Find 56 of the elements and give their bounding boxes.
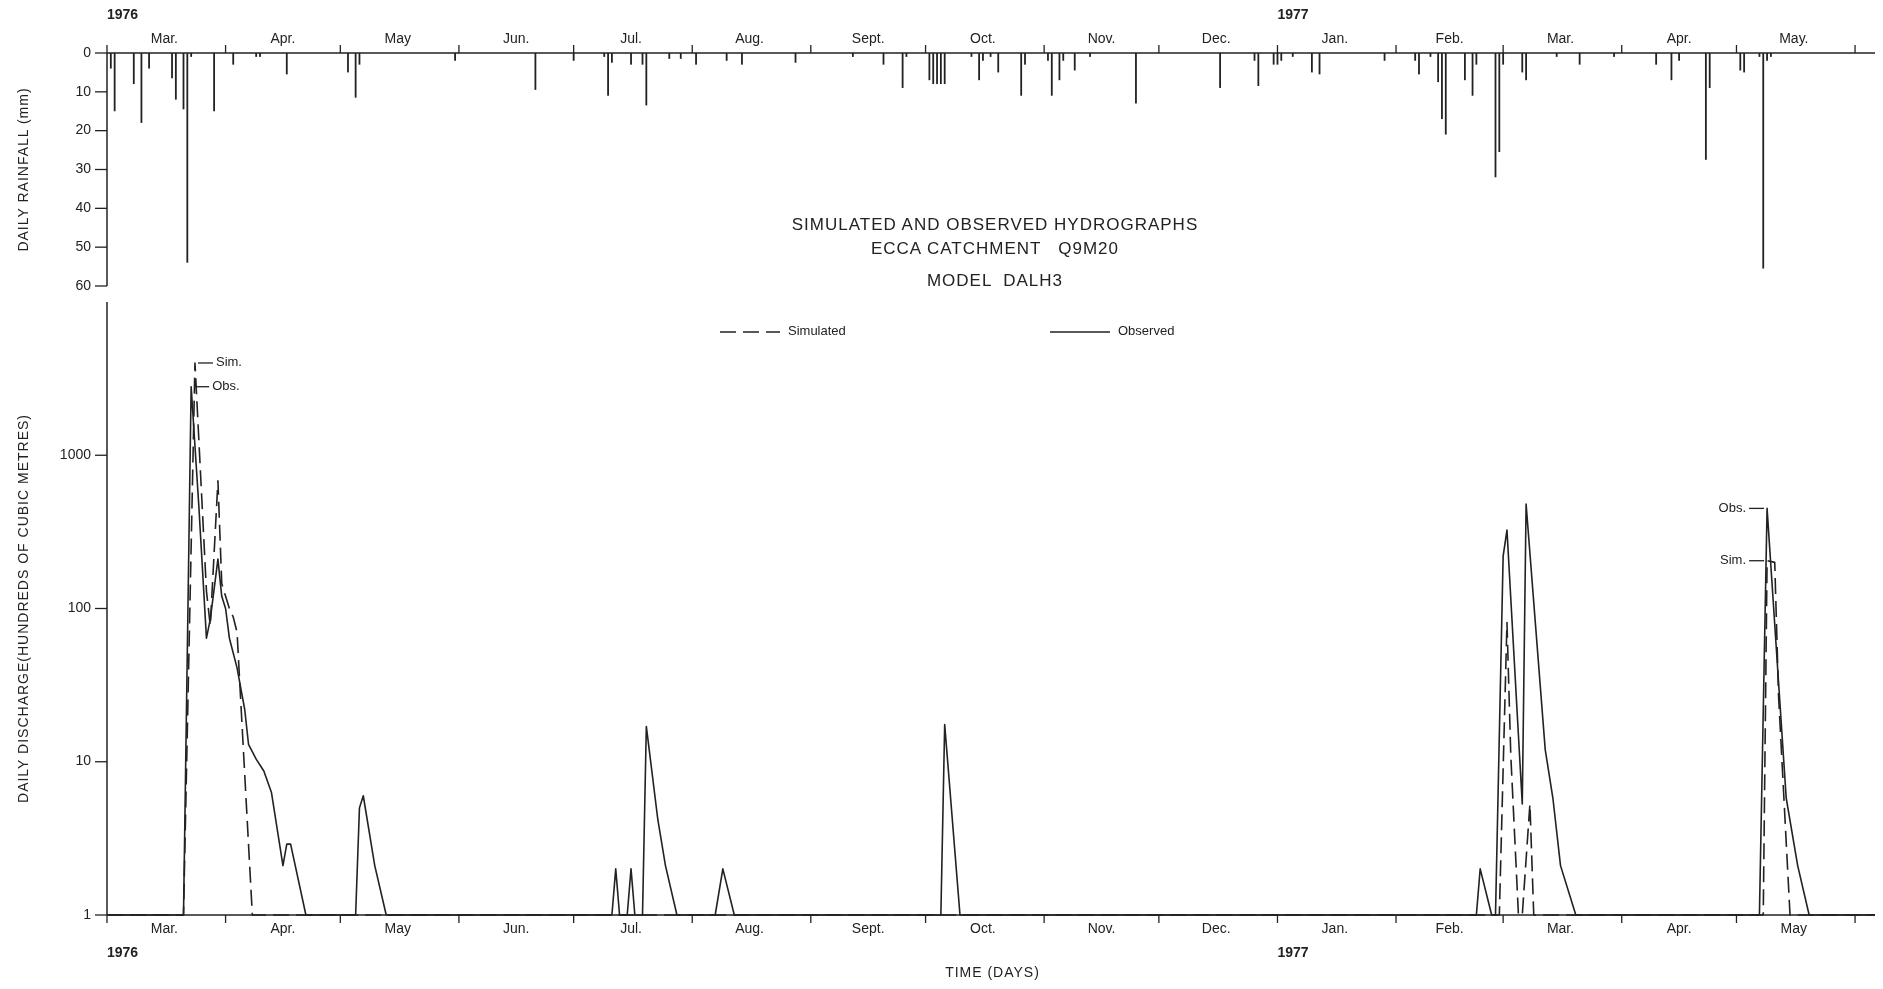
- x-tick-label: Aug.: [735, 29, 765, 46]
- chart-subtitle: MODEL DALH3: [926, 271, 1064, 290]
- y-tick-label: 10: [75, 82, 92, 99]
- text: 1977: [1277, 943, 1309, 960]
- x-tick-label: Mar.: [1546, 29, 1575, 46]
- legend-label: Simulated: [788, 323, 846, 339]
- x-tick-label: May.: [1779, 29, 1809, 46]
- x-tick-label: Dec.: [1201, 919, 1231, 936]
- y-tick-label: 0: [83, 43, 92, 60]
- y-axis-title: DAILY DISCHARGE(HUNDREDS OF CUBIC METRES): [15, 414, 31, 803]
- y-tick-label: 60: [75, 276, 92, 293]
- x-tick-label: Apr.: [270, 919, 296, 936]
- text: 1976: [107, 5, 139, 22]
- x-tick-label: Mar.: [150, 29, 178, 46]
- x-tick-label: Feb.: [1435, 29, 1464, 46]
- x-tick-label: May: [384, 919, 411, 936]
- text: 1976: [107, 943, 139, 960]
- y-tick-label: 100: [67, 599, 92, 616]
- y-tick-label: 50: [75, 237, 92, 254]
- x-tick-label: Nov.: [1087, 29, 1116, 46]
- x-tick-label: May: [1780, 919, 1808, 936]
- y-tick-label: 30: [75, 160, 92, 177]
- x-tick-label: Nov.: [1087, 919, 1116, 936]
- x-tick-label: Jul.: [620, 919, 642, 936]
- x-tick-label: Apr.: [270, 29, 296, 46]
- x-tick-label: Jul.: [620, 29, 642, 46]
- x-tick-label: Oct.: [970, 29, 996, 46]
- x-tick-label: Aug.: [735, 919, 765, 936]
- x-tick-label: Feb.: [1435, 919, 1464, 936]
- y-tick-label: 20: [75, 121, 92, 138]
- x-tick-label: Jan.: [1321, 919, 1349, 936]
- y-tick-label: 40: [75, 199, 92, 216]
- x-tick-label: Sept.: [851, 29, 885, 46]
- annotation: Sim.: [1720, 552, 1747, 568]
- annotation: Obs.: [212, 378, 240, 394]
- x-tick-label: Dec.: [1201, 29, 1231, 46]
- x-tick-label: Apr.: [1666, 919, 1692, 936]
- x-tick-label: Mar.: [1546, 919, 1575, 936]
- x-tick-label: Jan.: [1321, 29, 1349, 46]
- x-tick-label: Jun.: [503, 919, 530, 936]
- annotation: Obs.: [1718, 499, 1747, 515]
- y-tick-label: 1000: [59, 445, 92, 462]
- x-tick-label: Oct.: [970, 919, 996, 936]
- text: 1977: [1277, 5, 1309, 22]
- y-tick-label: 1: [83, 905, 92, 922]
- y-axis-title: DAILY RAINFALL (mm): [15, 87, 31, 252]
- x-tick-label: Sept.: [851, 919, 885, 936]
- x-tick-label: Apr.: [1666, 29, 1692, 46]
- x-tick-label: Jun.: [503, 29, 530, 46]
- y-tick-label: 10: [75, 752, 92, 769]
- x-axis-title: TIME (DAYS): [945, 964, 1040, 980]
- annotation: Sim.: [215, 354, 242, 370]
- legend-label: Observed: [1118, 323, 1175, 339]
- x-tick-label: Mar.: [150, 919, 178, 936]
- x-tick-label: May: [384, 29, 411, 46]
- chart-title: SIMULATED AND OBSERVED HYDROGRAPHS ECCA CATCHMENT Q9M20: [791, 215, 1199, 258]
